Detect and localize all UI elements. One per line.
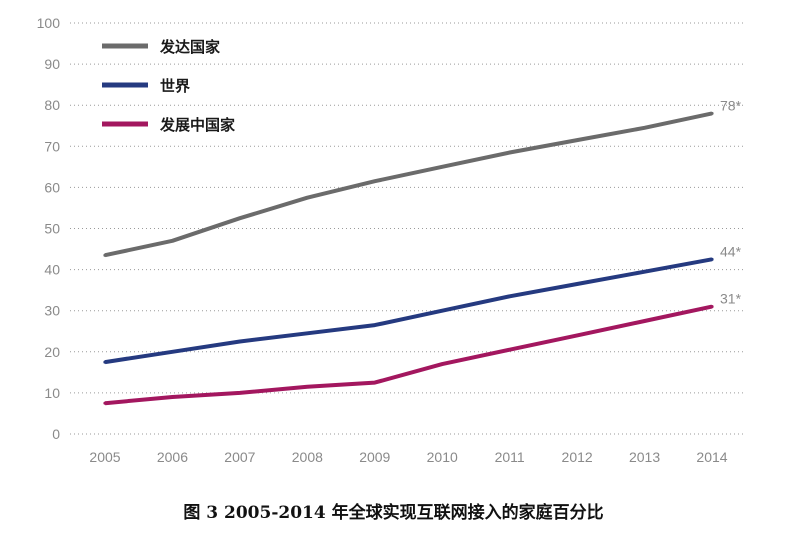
series-1-point: [103, 360, 107, 364]
x-tick-label: 2005: [89, 449, 120, 465]
x-tick-label: 2014: [696, 449, 727, 465]
series-2-point: [440, 362, 444, 366]
series-1-point: [305, 331, 309, 335]
series-1-point: [642, 270, 647, 274]
series-line-0: [104, 111, 713, 258]
y-tick-label: 80: [44, 97, 60, 113]
x-tick-label: 2008: [292, 449, 323, 465]
legend-label: 发展中国家: [159, 116, 235, 134]
series-line-2: [104, 304, 713, 406]
series-1-point: [373, 323, 377, 327]
series-line-1: [104, 257, 713, 365]
end-labels: 78* 44* 31*: [720, 97, 742, 306]
legend-label: 发达国家: [159, 38, 220, 56]
x-axis-ticks: 2005 2006 2007 2008 2009 2010 2011 2012 2013 2014: [89, 449, 727, 465]
series-end-label: 31*: [720, 291, 742, 307]
y-tick-label: 100: [37, 15, 61, 31]
legend-label: 世界: [160, 77, 190, 95]
series-2-point: [373, 381, 377, 385]
series-1-point: [710, 257, 714, 261]
series-2-point: [508, 348, 512, 352]
series-1-point: [575, 282, 579, 286]
series-0-point: [710, 111, 714, 116]
x-tick-label: 2006: [157, 449, 188, 465]
series-lines: [103, 111, 714, 406]
y-tick-label: 30: [44, 303, 60, 319]
x-tick-label: 2009: [359, 449, 390, 465]
series-2-point: [305, 385, 309, 389]
series-1-point: [170, 350, 175, 354]
figure-caption: 图 3 2005-2014 年全球实现互联网接入的家庭百分比: [183, 503, 604, 523]
series-0-point: [238, 216, 242, 220]
series-2-point: [103, 401, 107, 405]
series-0-point: [305, 196, 309, 200]
y-tick-label: 70: [44, 138, 60, 154]
series-2-point: [642, 319, 647, 323]
y-tick-label: 10: [44, 385, 60, 401]
y-tick-label: 90: [44, 56, 60, 72]
series-0-point: [170, 239, 175, 243]
y-tick-label: 40: [44, 262, 60, 278]
series-end-label: 78*: [720, 97, 742, 113]
series-1-point: [508, 294, 512, 298]
series-1-point: [238, 339, 242, 344]
series-0-point: [440, 165, 444, 169]
x-tick-label: 2012: [562, 449, 593, 465]
series-2-point: [575, 333, 579, 337]
series-1-point: [440, 309, 444, 313]
y-axis-ticks: 0 10 20 30 40 50 60 70 80 90 100: [37, 15, 61, 442]
x-tick-label: 2010: [427, 449, 458, 465]
series-2-point: [170, 395, 175, 399]
x-tick-label: 2007: [224, 449, 255, 465]
y-tick-label: 60: [44, 179, 60, 195]
series-2-point: [238, 391, 242, 395]
series-0-point: [373, 179, 377, 183]
y-tick-label: 0: [52, 426, 60, 442]
series-0-point: [103, 253, 107, 257]
x-tick-label: 2013: [629, 449, 660, 465]
series-end-label: 44*: [720, 243, 742, 259]
series-0-point: [642, 126, 647, 130]
series-0-point: [575, 138, 579, 142]
x-tick-label: 2011: [495, 449, 525, 465]
y-tick-label: 50: [44, 221, 60, 237]
y-tick-label: 20: [44, 344, 60, 360]
series-2-point: [710, 304, 714, 309]
series-0-point: [508, 150, 512, 155]
